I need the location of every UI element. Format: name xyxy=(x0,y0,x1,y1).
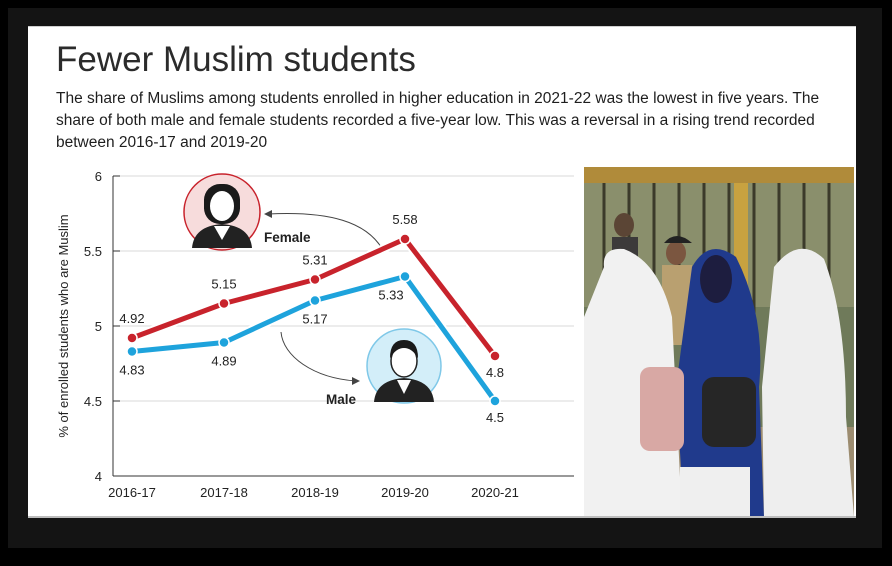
y-axis-label: % of enrolled students who are Muslim xyxy=(56,214,71,437)
y-tick-label: 5 xyxy=(95,319,102,334)
female-data-label: 5.15 xyxy=(211,277,236,292)
female-arrowhead xyxy=(264,210,272,218)
female-data-point xyxy=(218,297,230,310)
female-data-point xyxy=(399,233,411,245)
female-arrow xyxy=(267,213,385,253)
male-data-point xyxy=(126,345,138,358)
male-data-point xyxy=(309,294,321,307)
male-callout: Male xyxy=(280,328,442,407)
y-tick-label: 5.5 xyxy=(84,244,102,259)
male-arrow xyxy=(280,331,357,382)
female-series-label: Female xyxy=(264,230,311,245)
male-arrowhead xyxy=(352,377,360,385)
female-data-point xyxy=(126,332,138,344)
x-tick-label: 2019-20 xyxy=(381,485,429,500)
male-data-point xyxy=(489,395,501,407)
female-data-label: 4.8 xyxy=(486,365,504,380)
female-callout: Female xyxy=(183,173,385,253)
x-tick-label: 2017-18 xyxy=(200,485,248,500)
female-data-point xyxy=(489,350,501,362)
x-tick-label: 2020-21 xyxy=(471,485,519,500)
x-tick-label: 2018-19 xyxy=(291,485,339,500)
male-data-label: 5.33 xyxy=(378,288,403,303)
female-data-label: 5.58 xyxy=(392,212,417,227)
y-tick-labels: 4 4.5 5 5.5 6 xyxy=(84,169,120,484)
y-tick-label: 6 xyxy=(95,169,102,184)
line-chart: 44.555.56 2016-17 2017-18 2018-19 2019-20 20… xyxy=(56,169,574,500)
y-tick-label: 4.5 xyxy=(84,394,102,409)
male-data-label: 4.5 xyxy=(486,410,504,425)
male-data-point xyxy=(399,270,411,283)
female-data-label: 5.31 xyxy=(302,253,327,268)
data-labels: 4.83 4.89 5.17 5.33 4.5 4.92 5.15 5.31 5.58 4.8 xyxy=(119,212,504,425)
bottom-divider xyxy=(28,516,856,518)
y-tick-label: 4 xyxy=(95,469,102,484)
male-data-label: 4.89 xyxy=(211,354,236,369)
male-data-label: 5.17 xyxy=(302,312,327,327)
chart-subtitle: The share of Muslims among students enro… xyxy=(56,90,820,151)
male-data-label: 4.83 xyxy=(119,363,144,378)
series-layer xyxy=(126,233,501,407)
x-tick-labels: 2016-17 2017-18 2018-19 2019-20 2020-21 xyxy=(108,485,519,500)
x-tick-label: 2016-17 xyxy=(108,485,156,500)
male-data-point xyxy=(218,336,230,349)
top-divider xyxy=(28,26,856,27)
infographic-card: Fewer Muslim students The share of Musli… xyxy=(28,26,856,518)
female-data-label: 4.92 xyxy=(119,311,144,326)
woman-avatar-icon xyxy=(183,173,261,251)
students-photo-illustration xyxy=(584,167,854,517)
students-photo xyxy=(584,167,854,517)
female-data-point xyxy=(309,273,321,286)
man-avatar-icon xyxy=(366,328,442,404)
chart-title: Fewer Muslim students xyxy=(56,40,416,79)
male-series-label: Male xyxy=(326,392,357,407)
